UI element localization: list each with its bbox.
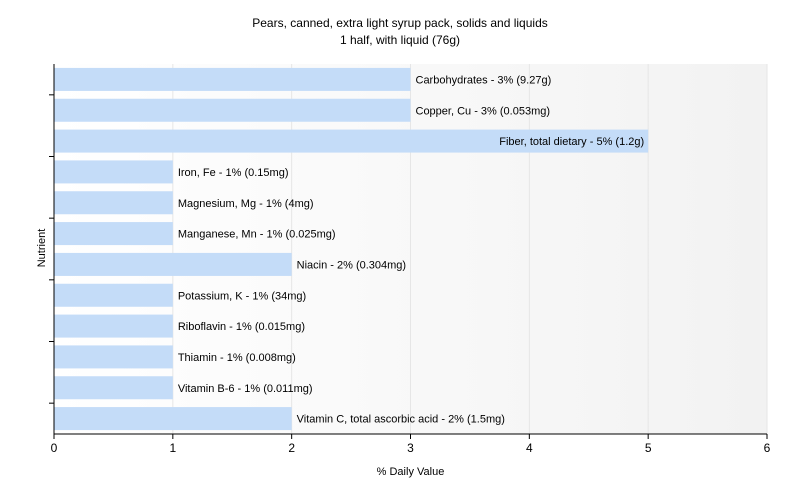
data-label: Magnesium, Mg - 1% (4mg) [178,198,314,210]
x-tick-label: 4 [526,441,533,455]
data-label: Carbohydrates - 3% (9.27g) [416,74,552,86]
data-label: Thiamin - 1% (0.008mg) [178,352,296,364]
bar [54,129,649,153]
bar [54,191,173,215]
data-label: Copper, Cu - 3% (0.053mg) [416,105,551,117]
bar [54,376,173,400]
bar [54,283,173,307]
data-label: Riboflavin - 1% (0.015mg) [178,321,305,333]
x-axis-label: % Daily Value [376,466,445,478]
bar [54,314,173,338]
data-label: Iron, Fe - 1% (0.15mg) [178,167,289,179]
x-tick-label: 1 [169,441,176,455]
chart-subtitle: 1 half, with liquid (76g) [339,33,461,47]
data-label: Vitamin C, total ascorbic acid - 2% (1.5… [297,414,505,426]
bar [54,98,411,122]
data-label: Manganese, Mn - 1% (0.025mg) [178,229,336,241]
bar [54,222,173,246]
x-tick-label: 6 [764,441,771,455]
data-label: Vitamin B-6 - 1% (0.011mg) [178,383,313,395]
x-tick-label: 0 [51,441,58,455]
bar [54,252,292,276]
bar [54,160,173,184]
bar [54,407,292,431]
data-label: Potassium, K - 1% (34mg) [178,290,306,302]
chart-title: Pears, canned, extra light syrup pack, s… [252,16,548,30]
x-tick-label: 2 [288,441,295,455]
data-label: Fiber, total dietary - 5% (1.2g) [499,136,644,148]
bar [54,345,173,369]
x-tick-label: 3 [407,441,414,455]
x-tick-label: 5 [645,441,652,455]
bar [54,67,411,91]
y-axis-label: Nutrient [36,228,48,268]
data-label: Niacin - 2% (0.304mg) [297,259,406,271]
